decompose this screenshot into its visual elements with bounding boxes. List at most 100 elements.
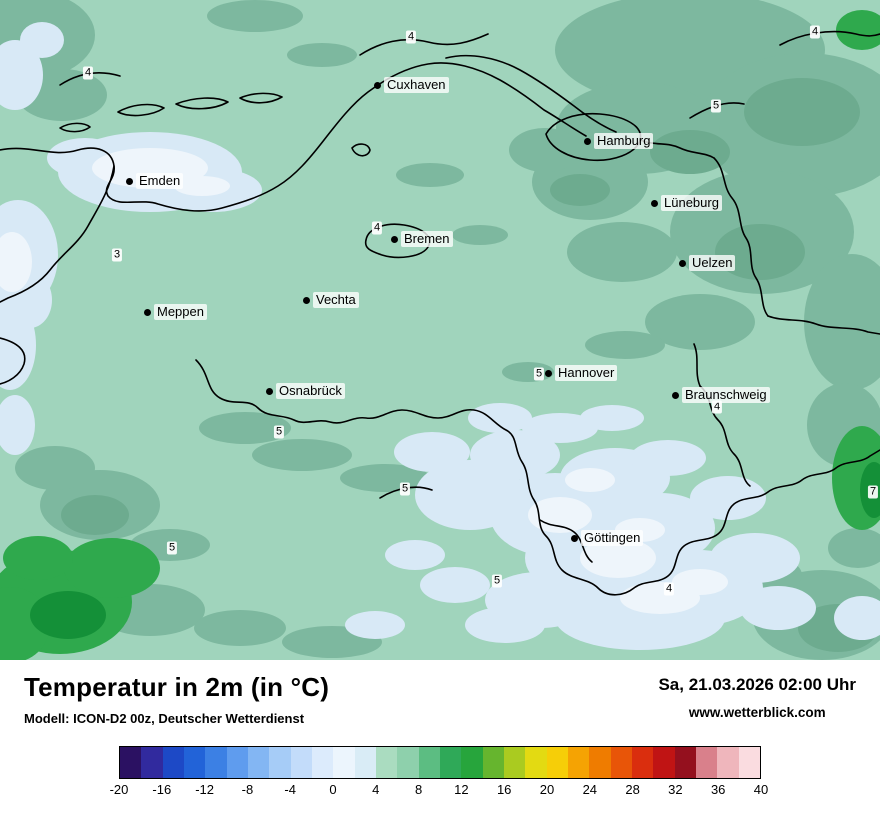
- city-braunschweig: Braunschweig: [672, 387, 770, 403]
- legend-tick: 0: [329, 782, 337, 797]
- legend-color-segment: [717, 747, 739, 778]
- city-label: Vechta: [313, 292, 359, 308]
- legend-tick: 28: [625, 782, 640, 797]
- temperature-legend: -20 -16 -12 -8 -4 0 4 8 12 16 20 24 28 3…: [110, 746, 768, 800]
- legend-color-segment: [162, 747, 184, 778]
- contour-value-label: 5: [491, 574, 503, 588]
- legend-color-segment: [141, 747, 163, 778]
- legend-colorbar: [119, 746, 761, 779]
- footer-left: Temperatur in 2m (in °C) Modell: ICON-D2…: [24, 672, 329, 726]
- contour-value-label: 4: [405, 30, 417, 44]
- contour-line-top: [359, 33, 489, 56]
- city-marker-dot: [144, 308, 151, 316]
- city-label: Lüneburg: [661, 195, 722, 211]
- legend-color-segment: [503, 747, 526, 778]
- legend-color-segment: [418, 747, 440, 778]
- city-marker-dot: [571, 534, 578, 542]
- legend-color-segment: [461, 747, 483, 778]
- city-goettingen: Göttingen: [571, 530, 644, 546]
- border-lueneburg-east: [713, 157, 769, 317]
- southern-border: [195, 359, 880, 596]
- city-emden: Emden: [126, 173, 184, 189]
- city-marker-dot: [679, 259, 686, 267]
- contour-value-label: 4: [711, 400, 723, 414]
- legend-color-segment: [482, 747, 504, 778]
- border-east-of-hamburg: [639, 139, 715, 159]
- border-lines: [0, 30, 880, 596]
- island: [175, 97, 229, 110]
- city-label: Braunschweig: [682, 387, 770, 403]
- nl-border-south: [0, 337, 26, 385]
- city-osnabrueck: Osnabrück: [266, 383, 345, 399]
- legend-tick: -12: [195, 782, 214, 797]
- legend-tick: 12: [454, 782, 469, 797]
- legend-color-segment: [567, 747, 590, 778]
- braunschweig-border-north: [693, 343, 701, 387]
- legend-color-segment: [226, 747, 248, 778]
- legend-color-segment: [311, 747, 334, 778]
- legend-color-segment: [610, 747, 632, 778]
- legend-tick: -20: [109, 782, 129, 797]
- contour-value-label: 5: [533, 367, 545, 381]
- contour-value-label: 4: [809, 25, 821, 39]
- city-label: Emden: [136, 173, 184, 189]
- legend-color-segment: [333, 747, 355, 778]
- valid-datetime: Sa, 21.03.2026 02:00 Uhr: [658, 675, 856, 694]
- city-marker-dot: [391, 235, 398, 243]
- website-url: www.wetterblick.com: [688, 705, 826, 720]
- city-label: Cuxhaven: [384, 77, 449, 93]
- legend-color-segment: [695, 747, 718, 778]
- legend-color-segment: [546, 747, 568, 778]
- legend-color-segment: [397, 747, 419, 778]
- legend-color-segment: [738, 747, 760, 778]
- contour-value-label: 4: [663, 582, 675, 596]
- map-title: Temperatur in 2m (in °C): [24, 672, 330, 702]
- city-hamburg: Hamburg: [584, 133, 654, 149]
- legend-color-segment: [653, 747, 675, 778]
- city-marker-dot: [584, 137, 591, 145]
- city-label: Uelzen: [689, 255, 736, 271]
- city-label: Hannover: [555, 365, 618, 381]
- model-info: Modell: ICON-D2 00z, Deutscher Wetterdie…: [24, 711, 305, 726]
- city-marker-dot: [545, 369, 552, 377]
- city-hannover: Hannover: [545, 365, 618, 381]
- legend-tick: 4: [372, 782, 380, 797]
- contour-line-topright: [779, 30, 880, 46]
- legend-tick: 8: [414, 782, 423, 797]
- city-marker-dot: [374, 81, 381, 89]
- contour-value-label: 3: [111, 248, 123, 262]
- city-marker-dot: [266, 387, 273, 395]
- legend-color-segment: [269, 747, 291, 778]
- bremerhaven-border: [351, 143, 371, 157]
- legend-color-segment: [525, 747, 547, 778]
- legend-tick: -16: [152, 782, 172, 797]
- legend-color-segment: [205, 747, 227, 778]
- contour-value-label: 7: [867, 485, 879, 499]
- city-label: Osnabrück: [276, 383, 345, 399]
- legend-color-segment: [631, 747, 654, 778]
- city-label: Hamburg: [594, 133, 654, 149]
- braunschweig-border: [699, 385, 751, 487]
- city-marker-dot: [672, 391, 679, 399]
- island: [239, 92, 283, 104]
- contour-value-label: 5: [273, 425, 285, 439]
- city-label: Meppen: [154, 304, 207, 320]
- border-right-edge: [767, 315, 880, 335]
- city-marker-dot: [651, 199, 658, 207]
- legend-color-segment: [439, 747, 462, 778]
- contour-value-label: 5: [399, 482, 411, 496]
- legend-tick: 40: [753, 782, 769, 797]
- city-label: Göttingen: [581, 530, 644, 546]
- city-vechta: Vechta: [303, 292, 359, 308]
- contour-value-label: 5: [710, 99, 722, 113]
- elbe-north-bank: [445, 54, 617, 133]
- island: [117, 103, 165, 117]
- weather-map: Cuxhaven Hamburg Emden Lüneburg Bremen U…: [0, 0, 880, 660]
- city-bremen: Bremen: [391, 231, 453, 247]
- legend-tick: 24: [582, 782, 598, 797]
- legend-tick: 32: [668, 782, 683, 797]
- footer-header: Temperatur in 2m (in °C) Modell: ICON-D2…: [24, 672, 856, 726]
- nl-border: [0, 165, 115, 303]
- legend-color-segment: [375, 747, 398, 778]
- city-marker-dot: [303, 296, 310, 304]
